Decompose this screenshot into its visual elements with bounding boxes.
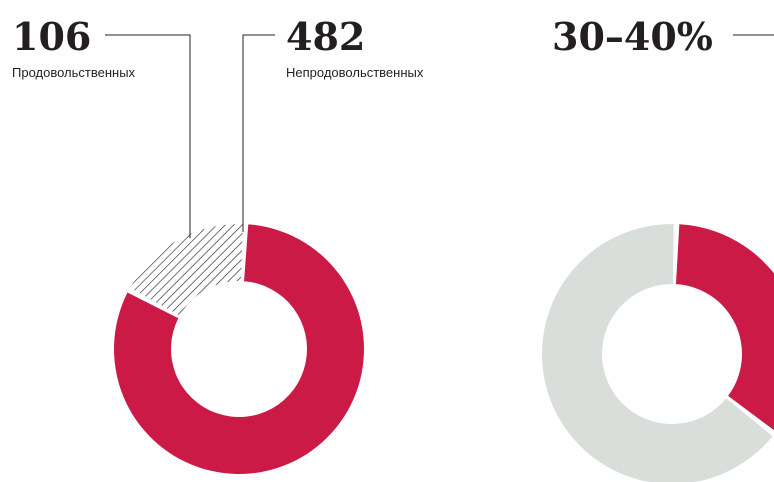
donut-chart-share: 30–40%	[541, 14, 774, 482]
remainder-slice	[541, 224, 773, 482]
nonfood-leader-line	[242, 34, 275, 232]
donut-chart-food-nonfood: 106 Продовольственных 482 Непродовольств…	[12, 14, 424, 474]
nonfood-count-value: 482	[286, 14, 365, 59]
nonfood-slice	[114, 224, 365, 474]
share-range-value: 30–40%	[552, 14, 713, 59]
nonfood-category-label: Непродовольственных	[286, 65, 424, 80]
food-count-value: 106	[12, 14, 91, 59]
food-slice	[130, 224, 243, 316]
share-slice	[675, 224, 774, 431]
donut-1-slices	[114, 224, 365, 474]
food-category-label: Продовольственных	[12, 65, 136, 80]
donut-2-slices	[541, 224, 774, 482]
food-leader-line	[105, 34, 191, 238]
